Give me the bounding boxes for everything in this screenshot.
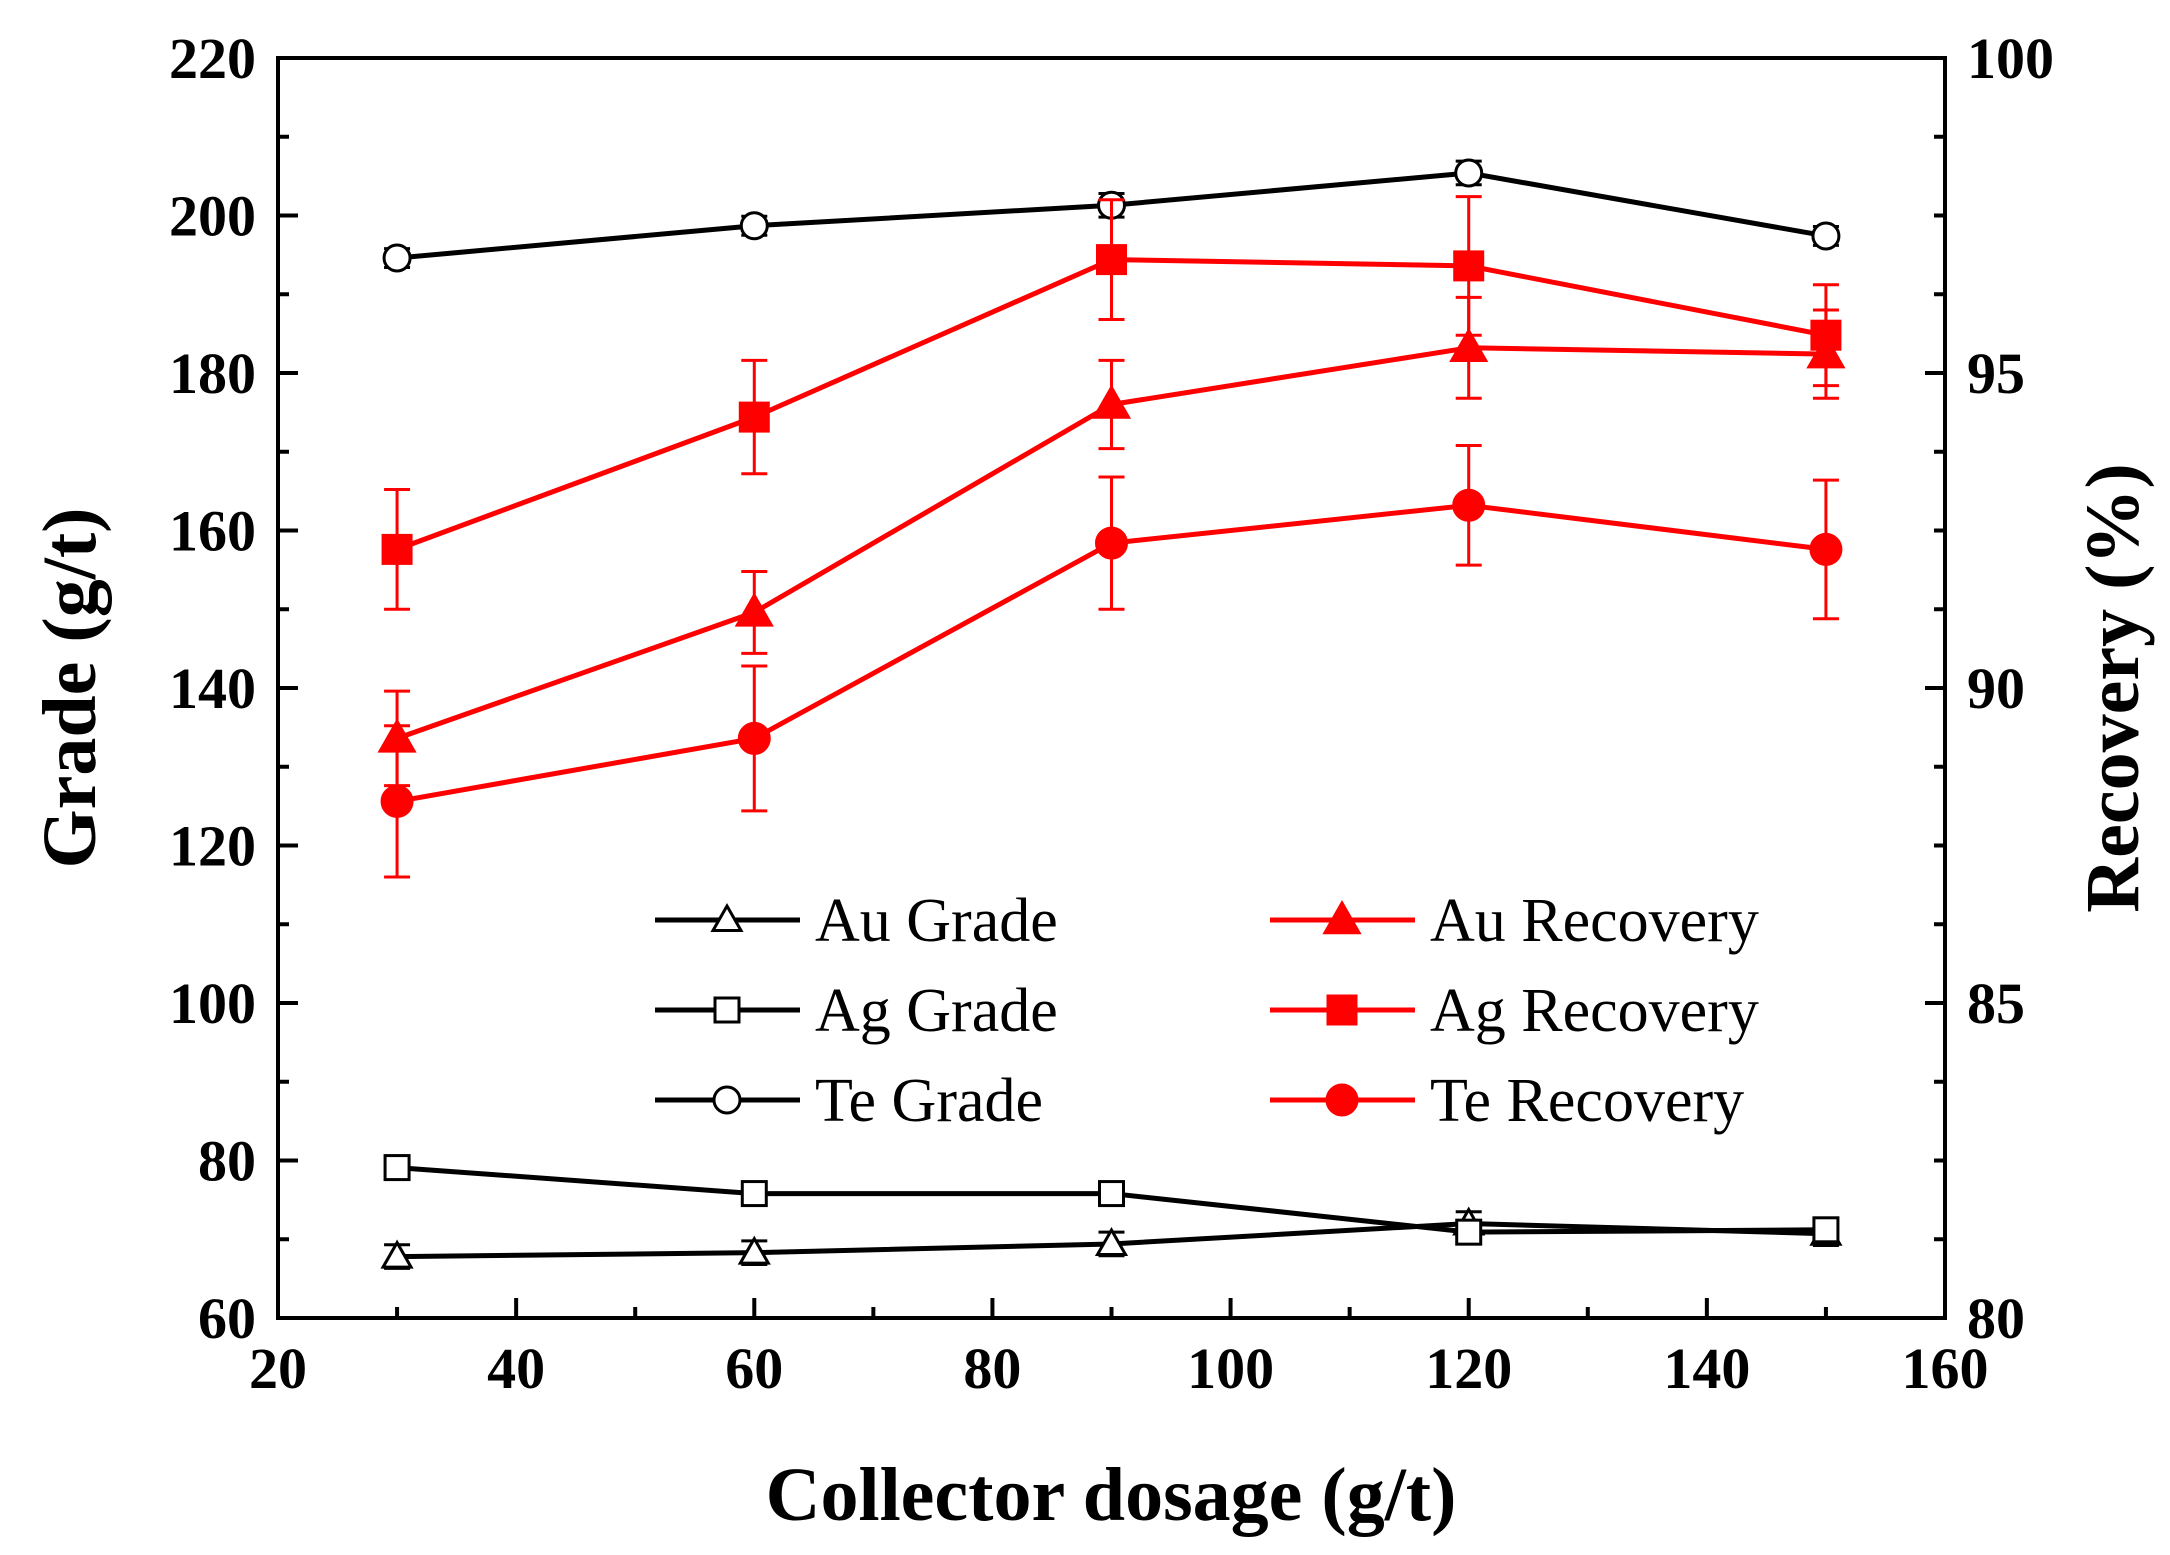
data-point [739, 211, 769, 241]
legend-label: Au Grade [815, 887, 1058, 955]
y2-axis-title: Recovery (%) [2071, 463, 2155, 912]
data-point [1098, 1180, 1125, 1208]
x-tick-label: 20 [249, 1336, 307, 1401]
data-point [737, 721, 771, 755]
series-ag-grade [383, 1154, 1840, 1246]
data-point [1096, 244, 1127, 276]
y-tick-label: 100 [169, 971, 256, 1036]
data-point [382, 243, 412, 273]
legend-label: Te Grade [815, 1067, 1043, 1135]
y-tick-label: 220 [169, 26, 256, 91]
series-layer [377, 158, 1846, 1270]
legend-marker [710, 902, 744, 932]
data-point [1812, 1216, 1840, 1244]
legend-marker [1325, 1083, 1359, 1117]
x-tick-label: 80 [963, 1336, 1021, 1401]
y-tick-label: 80 [198, 1129, 256, 1194]
y-axis-ticks: 60 80 100 120 140 160 180 200 220 [169, 26, 298, 1351]
legend-label: Ag Recovery [1430, 977, 1759, 1045]
x-axis-ticks: 20 40 60 80 100 120 140 160 [249, 1298, 1989, 1401]
legend-item-ag-recovery: Ag Recovery [1270, 977, 1759, 1045]
y2-tick-label: 95 [1967, 341, 2025, 406]
y2-tick-label: 80 [1967, 1286, 2025, 1351]
legend-item-au-recovery: Au Recovery [1270, 887, 1759, 955]
data-point [1091, 384, 1132, 419]
y-tick-label: 200 [169, 184, 256, 249]
series-te-recovery [380, 443, 1843, 879]
data-point [1094, 1226, 1129, 1256]
series-ag-recovery [381, 195, 1842, 611]
legend-marker [1322, 899, 1362, 935]
data-point [1453, 250, 1485, 282]
x-tick-label: 140 [1663, 1336, 1750, 1401]
y-tick-label: 180 [169, 341, 256, 406]
legend-marker [713, 996, 741, 1024]
y-tick-label: 140 [169, 656, 256, 721]
y2-axis-ticks: 80 85 90 95 100 [1925, 26, 2054, 1351]
legend: Au Grade Ag Grade Te Grade Au Recovery Ag Re… [655, 887, 1759, 1135]
data-point [1811, 221, 1841, 251]
legend-item-te-grade: Te Grade [655, 1067, 1043, 1135]
legend-label: Ag Grade [815, 977, 1058, 1045]
data-point [1454, 158, 1484, 188]
y-tick-label: 120 [169, 814, 256, 879]
y2-tick-label: 85 [1967, 971, 2025, 1036]
data-point [1809, 532, 1843, 566]
y-tick-label: 160 [169, 499, 256, 564]
data-point [740, 1180, 768, 1208]
x-tick-label: 60 [725, 1336, 783, 1401]
data-point [737, 1235, 771, 1265]
x-tick-label: 120 [1425, 1336, 1512, 1401]
legend-item-ag-grade: Ag Grade [655, 977, 1058, 1045]
y-tick-label: 60 [198, 1286, 256, 1351]
y2-tick-label: 90 [1967, 656, 2025, 721]
y-axis-title: Grade (g/t) [28, 508, 112, 869]
data-point [380, 1239, 414, 1269]
y2-tick-label: 100 [1967, 26, 2054, 91]
data-point [1449, 327, 1489, 363]
legend-item-au-grade: Au Grade [655, 887, 1058, 955]
data-point [1810, 319, 1842, 351]
legend-marker [1326, 994, 1358, 1026]
x-tick-label: 100 [1187, 1336, 1274, 1401]
x-axis-title: Collector dosage (g/t) [766, 1453, 1457, 1537]
x-tick-label: 160 [1902, 1336, 1989, 1401]
legend-item-te-recovery: Te Recovery [1270, 1067, 1744, 1135]
data-point [381, 533, 413, 565]
x-tick-label: 40 [487, 1336, 545, 1401]
data-point [1452, 488, 1486, 522]
legend-label: Te Recovery [1430, 1067, 1744, 1135]
legend-label: Au Recovery [1430, 887, 1759, 955]
data-point [1455, 1218, 1483, 1246]
legend-marker [712, 1085, 742, 1115]
data-point [734, 592, 774, 627]
data-point [380, 784, 414, 818]
data-point [383, 1154, 411, 1182]
data-point [1095, 526, 1128, 560]
data-point [738, 401, 770, 433]
